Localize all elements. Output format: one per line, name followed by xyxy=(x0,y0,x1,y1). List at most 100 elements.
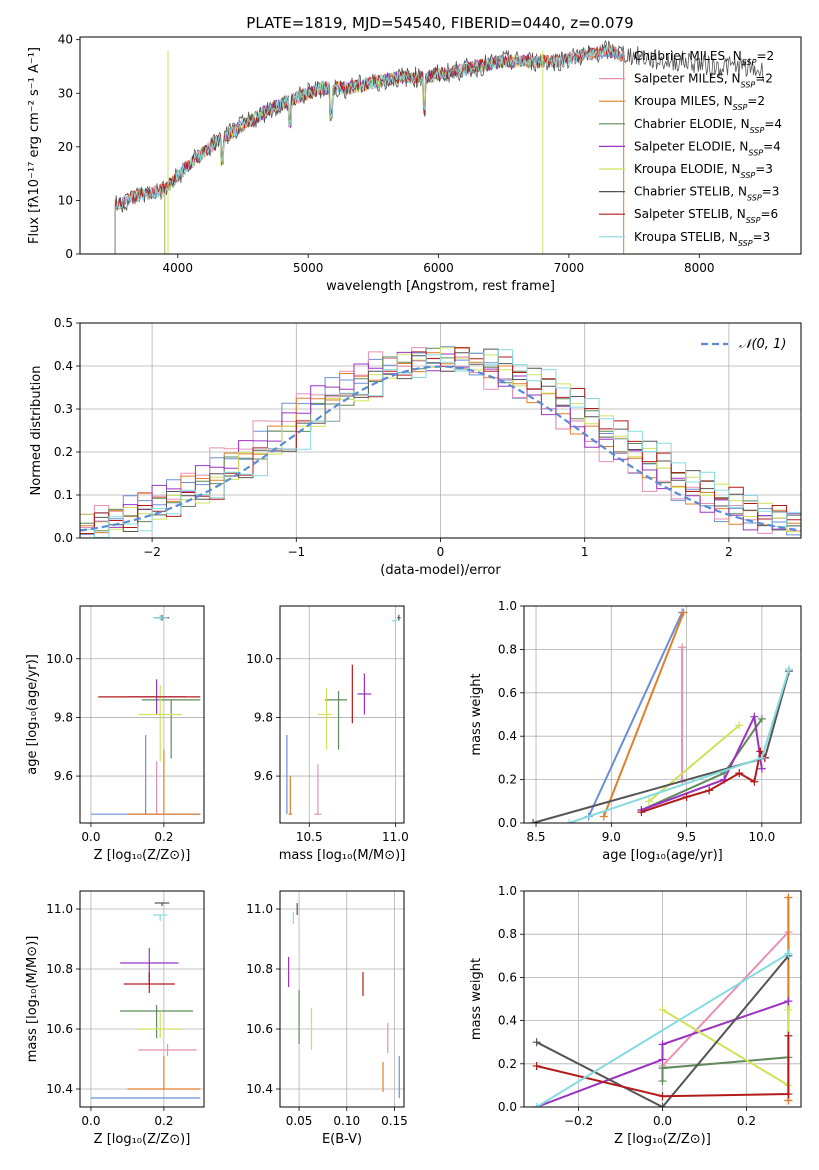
legend-label: Chabrier MILES, NSSP=2 xyxy=(634,49,774,67)
y-axis-label: Normed distribution xyxy=(29,366,44,496)
errorbar-point xyxy=(90,735,201,815)
plot-area xyxy=(90,902,201,1099)
weight-marker xyxy=(784,949,793,958)
y-tick-label: 10.0 xyxy=(246,652,273,666)
errorbar-point xyxy=(324,691,348,750)
legend: 𝒩(0, 1) xyxy=(701,337,786,352)
weight-marker xyxy=(658,1055,667,1064)
x-tick-label: 0.0 xyxy=(653,1114,672,1128)
plot-area xyxy=(80,346,801,538)
y-tick-label: 40 xyxy=(58,33,73,47)
weight-marker xyxy=(565,819,574,823)
y-tick-label: 0.4 xyxy=(54,359,73,373)
weight-marker xyxy=(658,1064,667,1073)
axes-frame xyxy=(279,605,405,824)
x-tick-label: 5000 xyxy=(293,261,324,275)
y-tick-label: 9.6 xyxy=(54,769,73,783)
errorbar-point xyxy=(357,673,372,715)
y-tick-label: 20 xyxy=(58,140,73,154)
x-axis-label: mass [log₁₀(M/M⊙)] xyxy=(279,848,406,863)
weight-marker xyxy=(784,1031,793,1040)
legend-label: Kroupa STELIB, NSSP=3 xyxy=(634,230,770,248)
weight-marker xyxy=(682,792,691,801)
weight-line xyxy=(648,724,740,803)
x-tick-label: 0.10 xyxy=(333,1114,360,1128)
axes-frame xyxy=(79,322,802,539)
weight-marker xyxy=(784,664,793,673)
weight-marker xyxy=(705,786,714,795)
x-axis-label: Z [log₁₀(Z/Z⊙)] xyxy=(94,848,191,863)
x-tick-label: −2 xyxy=(143,545,161,559)
axes-frame xyxy=(523,890,802,1108)
y-tick-label: 10 xyxy=(58,193,73,207)
weight-marker xyxy=(784,1090,793,1099)
plot-area xyxy=(287,903,400,1098)
errorbar-point xyxy=(288,776,293,815)
weight-marker xyxy=(750,712,759,721)
errorbar-point xyxy=(127,749,201,815)
errorbar-point xyxy=(138,1011,183,1038)
x-tick-label: 9.0 xyxy=(602,830,621,844)
weight-line xyxy=(602,612,685,817)
weight-line xyxy=(536,1035,790,1098)
y-tick-label: 0.6 xyxy=(498,970,517,984)
y-tick-label: 10.4 xyxy=(46,1082,73,1096)
x-tick-label: 6000 xyxy=(423,261,454,275)
y-axis-label: mass weight xyxy=(469,958,484,1040)
y-tick-label: 1.0 xyxy=(498,599,517,613)
x-tick-label: 9.5 xyxy=(677,830,696,844)
plot-area xyxy=(532,893,793,1107)
y-tick-label: 11.0 xyxy=(46,902,73,916)
weight-marker xyxy=(532,1103,541,1107)
legend-label: Kroupa ELODIE, NSSP=3 xyxy=(634,162,773,180)
y-tick-label: 0.8 xyxy=(498,927,517,941)
y-tick-label: 0.3 xyxy=(54,402,73,416)
x-axis-label: Z [log₁₀(Z/Z⊙)] xyxy=(614,1132,711,1147)
panel-2: 0.0 0.2 9.6 9.8 10.0 Z [log₁₀(Z/Z⊙)] age [log₁… xyxy=(25,605,205,863)
panel-6: 0.05 0.10 0.15 10.4 10.6 10.8 11.0 E(B-V) xyxy=(246,890,408,1147)
errorbar-point xyxy=(123,972,175,993)
weight-marker xyxy=(644,797,653,806)
plot-area xyxy=(286,614,401,815)
x-tick-label: 0.05 xyxy=(286,1114,313,1128)
legend-label: Kroupa MILES, NSSP=2 xyxy=(634,94,765,112)
errorbar-point xyxy=(314,764,322,815)
axes-frame xyxy=(79,605,205,824)
y-axis-label: age [log₁₀(age/yr)] xyxy=(25,654,40,775)
y-tick-label: 0.8 xyxy=(498,642,517,656)
y-tick-label: 30 xyxy=(58,86,73,100)
x-tick-label: 0.2 xyxy=(154,830,173,844)
y-tick-label: 0.0 xyxy=(498,816,517,830)
legend-label: Salpeter STELIB, NSSP=6 xyxy=(634,207,778,225)
panel-3: 10.5 11.0 9.6 9.8 10.0 mass [log₁₀(M/M⊙)] xyxy=(246,605,409,863)
x-tick-label: 0.0 xyxy=(81,830,100,844)
weight-marker xyxy=(532,1061,541,1070)
y-tick-label: 0.5 xyxy=(54,316,73,330)
weight-marker xyxy=(658,1103,667,1107)
figure-title: PLATE=1819, MJD=54540, FIBERID=0440, z=0… xyxy=(246,14,633,32)
errorbar-point xyxy=(120,1005,194,1038)
x-tick-label: 11.0 xyxy=(382,830,409,844)
weight-marker xyxy=(679,608,688,617)
x-axis-label: Z [log₁₀(Z/Z⊙)] xyxy=(94,1132,191,1147)
x-tick-label: 0.2 xyxy=(737,1114,756,1128)
x-tick-label: 10.5 xyxy=(296,830,323,844)
panel-4: 8.5 9.0 9.5 10.0 0.0 0.2 0.4 0.6 0.8 1.0 age [log₁… xyxy=(469,599,802,863)
y-tick-label: 10.8 xyxy=(46,962,73,976)
x-axis-label: wavelength [Angstrom, rest frame] xyxy=(326,279,555,294)
weight-marker xyxy=(658,1077,667,1086)
weight-line xyxy=(587,612,684,817)
weight-line xyxy=(536,952,789,1107)
y-tick-label: 0.1 xyxy=(54,488,73,502)
y-tick-label: 0.0 xyxy=(54,531,73,545)
y-tick-label: 0 xyxy=(65,247,73,261)
x-tick-label: 0.0 xyxy=(81,1114,100,1128)
x-tick-label: 7000 xyxy=(554,261,585,275)
x-tick-label: 0.15 xyxy=(381,1114,408,1128)
errorbar-point xyxy=(397,614,401,621)
plot-area xyxy=(90,614,201,815)
x-tick-label: 4000 xyxy=(163,261,194,275)
x-tick-label: 1 xyxy=(581,545,589,559)
weight-marker xyxy=(678,643,687,652)
